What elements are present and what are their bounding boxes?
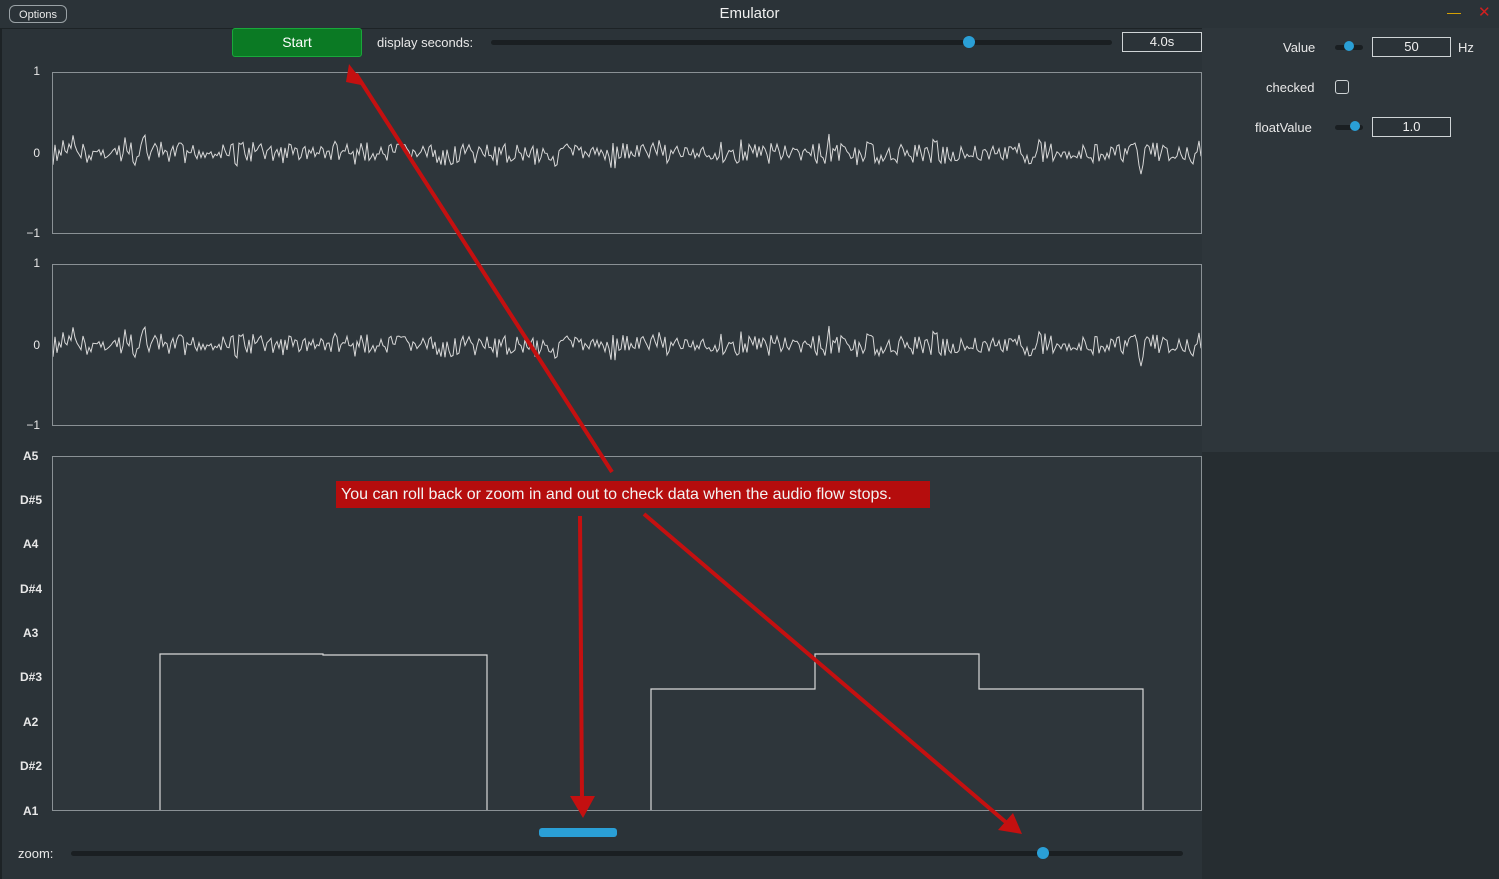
annotation-callout: You can roll back or zoom in and out to … (336, 481, 930, 508)
wave2-tick-bottom: −1 (26, 418, 40, 432)
note-label-ds4: D#4 (20, 582, 43, 596)
checked-checkbox[interactable] (1335, 80, 1349, 94)
pitch-segment-2 (650, 653, 1144, 810)
zoom-label: zoom: (18, 846, 54, 861)
wave2-tick-top: 1 (33, 256, 40, 270)
arrowhead-zoom (998, 813, 1022, 834)
note-label-ds5: D#5 (20, 493, 43, 507)
note-label-ds3: D#3 (20, 670, 43, 684)
minimize-icon[interactable]: — (1447, 4, 1461, 20)
zoom-slider[interactable] (71, 851, 1183, 856)
display-seconds-slider[interactable] (491, 40, 1112, 45)
options-button[interactable]: Options (9, 5, 67, 23)
note-label-a1: A1 (23, 804, 39, 818)
note-label-ds2: D#2 (20, 759, 43, 773)
value-slider-thumb[interactable] (1344, 41, 1354, 51)
note-label-a4: A4 (23, 537, 39, 551)
window-title: Emulator (719, 5, 780, 22)
float-value-slider[interactable] (1335, 125, 1363, 130)
waveform-line-2 (53, 325, 1201, 367)
display-seconds-slider-thumb[interactable] (963, 36, 976, 48)
zoom-slider-thumb[interactable] (1036, 847, 1049, 859)
note-label-a3: A3 (23, 626, 39, 640)
waveform-plot-2[interactable] (52, 264, 1202, 426)
value-field[interactable]: 50 (1372, 37, 1451, 57)
right-lower-panel (1202, 452, 1499, 879)
pitch-segment-1 (159, 653, 488, 810)
wave1-tick-mid: 0 (33, 146, 40, 160)
close-icon[interactable]: ✕ (1478, 4, 1491, 21)
waveform-line-1 (53, 133, 1201, 175)
pitch-plot[interactable] (52, 456, 1202, 811)
note-label-a5: A5 (23, 449, 39, 463)
window-border (0, 28, 2, 879)
value-unit: Hz (1458, 40, 1474, 55)
display-seconds-label: display seconds: (377, 35, 474, 50)
start-button[interactable]: Start (232, 28, 362, 57)
waveform-plot-1[interactable] (52, 72, 1202, 234)
wave1-tick-bottom: −1 (26, 226, 40, 240)
title-bar: Options Emulator — ✕ (0, 0, 1499, 29)
float-value-slider-thumb[interactable] (1349, 121, 1360, 131)
wave2-tick-mid: 0 (33, 338, 40, 352)
wave1-tick-top: 1 (33, 64, 40, 78)
value-label: Value (1283, 40, 1316, 55)
float-value-field[interactable]: 1.0 (1372, 117, 1451, 137)
display-seconds-value[interactable]: 4.0s (1122, 32, 1202, 52)
float-value-label: floatValue (1255, 120, 1312, 135)
checked-label: checked (1266, 80, 1315, 95)
timeline-scroll-handle[interactable] (539, 828, 617, 837)
parameters-panel (1202, 28, 1499, 452)
note-label-a2: A2 (23, 715, 39, 729)
